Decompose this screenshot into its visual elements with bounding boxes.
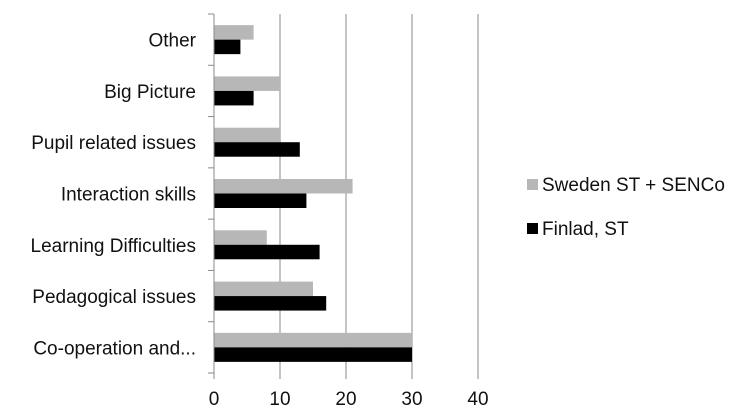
tick-label-x-40: 40: [467, 389, 488, 410]
bar-sweden-0: [214, 332, 412, 348]
legend-swatch-1: [527, 223, 538, 234]
legend-label-1: Finlad, ST: [542, 219, 629, 240]
legend-swatch-0: [527, 179, 538, 190]
tick-label-x-20: 20: [335, 389, 356, 410]
category-label-4: Pupil related issues: [31, 133, 196, 154]
bar-sweden-6: [214, 25, 254, 40]
bar-sweden-3: [214, 179, 353, 194]
bar-sweden-5: [214, 76, 280, 91]
bar-finland-0: [214, 347, 412, 362]
legend: Sweden ST + SENCo Finlad, ST: [527, 175, 725, 240]
category-label-5: Big Picture: [104, 82, 196, 103]
bar-sweden-4: [214, 127, 280, 143]
tick-label-x-0: 0: [209, 389, 220, 410]
bar-finland-2: [214, 244, 320, 260]
category-label-0: Co-operation and...: [33, 338, 196, 359]
category-label-3: Interaction skills: [61, 185, 196, 206]
bar-finland-1: [214, 296, 327, 311]
bar-finland-6: [214, 39, 241, 55]
tick-label-x-10: 10: [269, 389, 290, 410]
labels: 0 10 20 30 40 Co-operation and... Pedagogical …: [31, 31, 489, 410]
bars: [214, 25, 412, 362]
tick-label-x-30: 30: [401, 389, 422, 410]
bar-finland-5: [214, 90, 254, 106]
bar-finland-3: [214, 193, 307, 208]
category-label-6: Other: [148, 31, 196, 52]
bar-finland-4: [214, 142, 300, 157]
legend-label-0: Sweden ST + SENCo: [542, 175, 725, 196]
category-label-2: Learning Difficulties: [31, 236, 196, 257]
axes: [208, 13, 479, 379]
bar-sweden-1: [214, 281, 313, 297]
category-label-1: Pedagogical issues: [32, 287, 196, 308]
bar-sweden-2: [214, 230, 267, 245]
